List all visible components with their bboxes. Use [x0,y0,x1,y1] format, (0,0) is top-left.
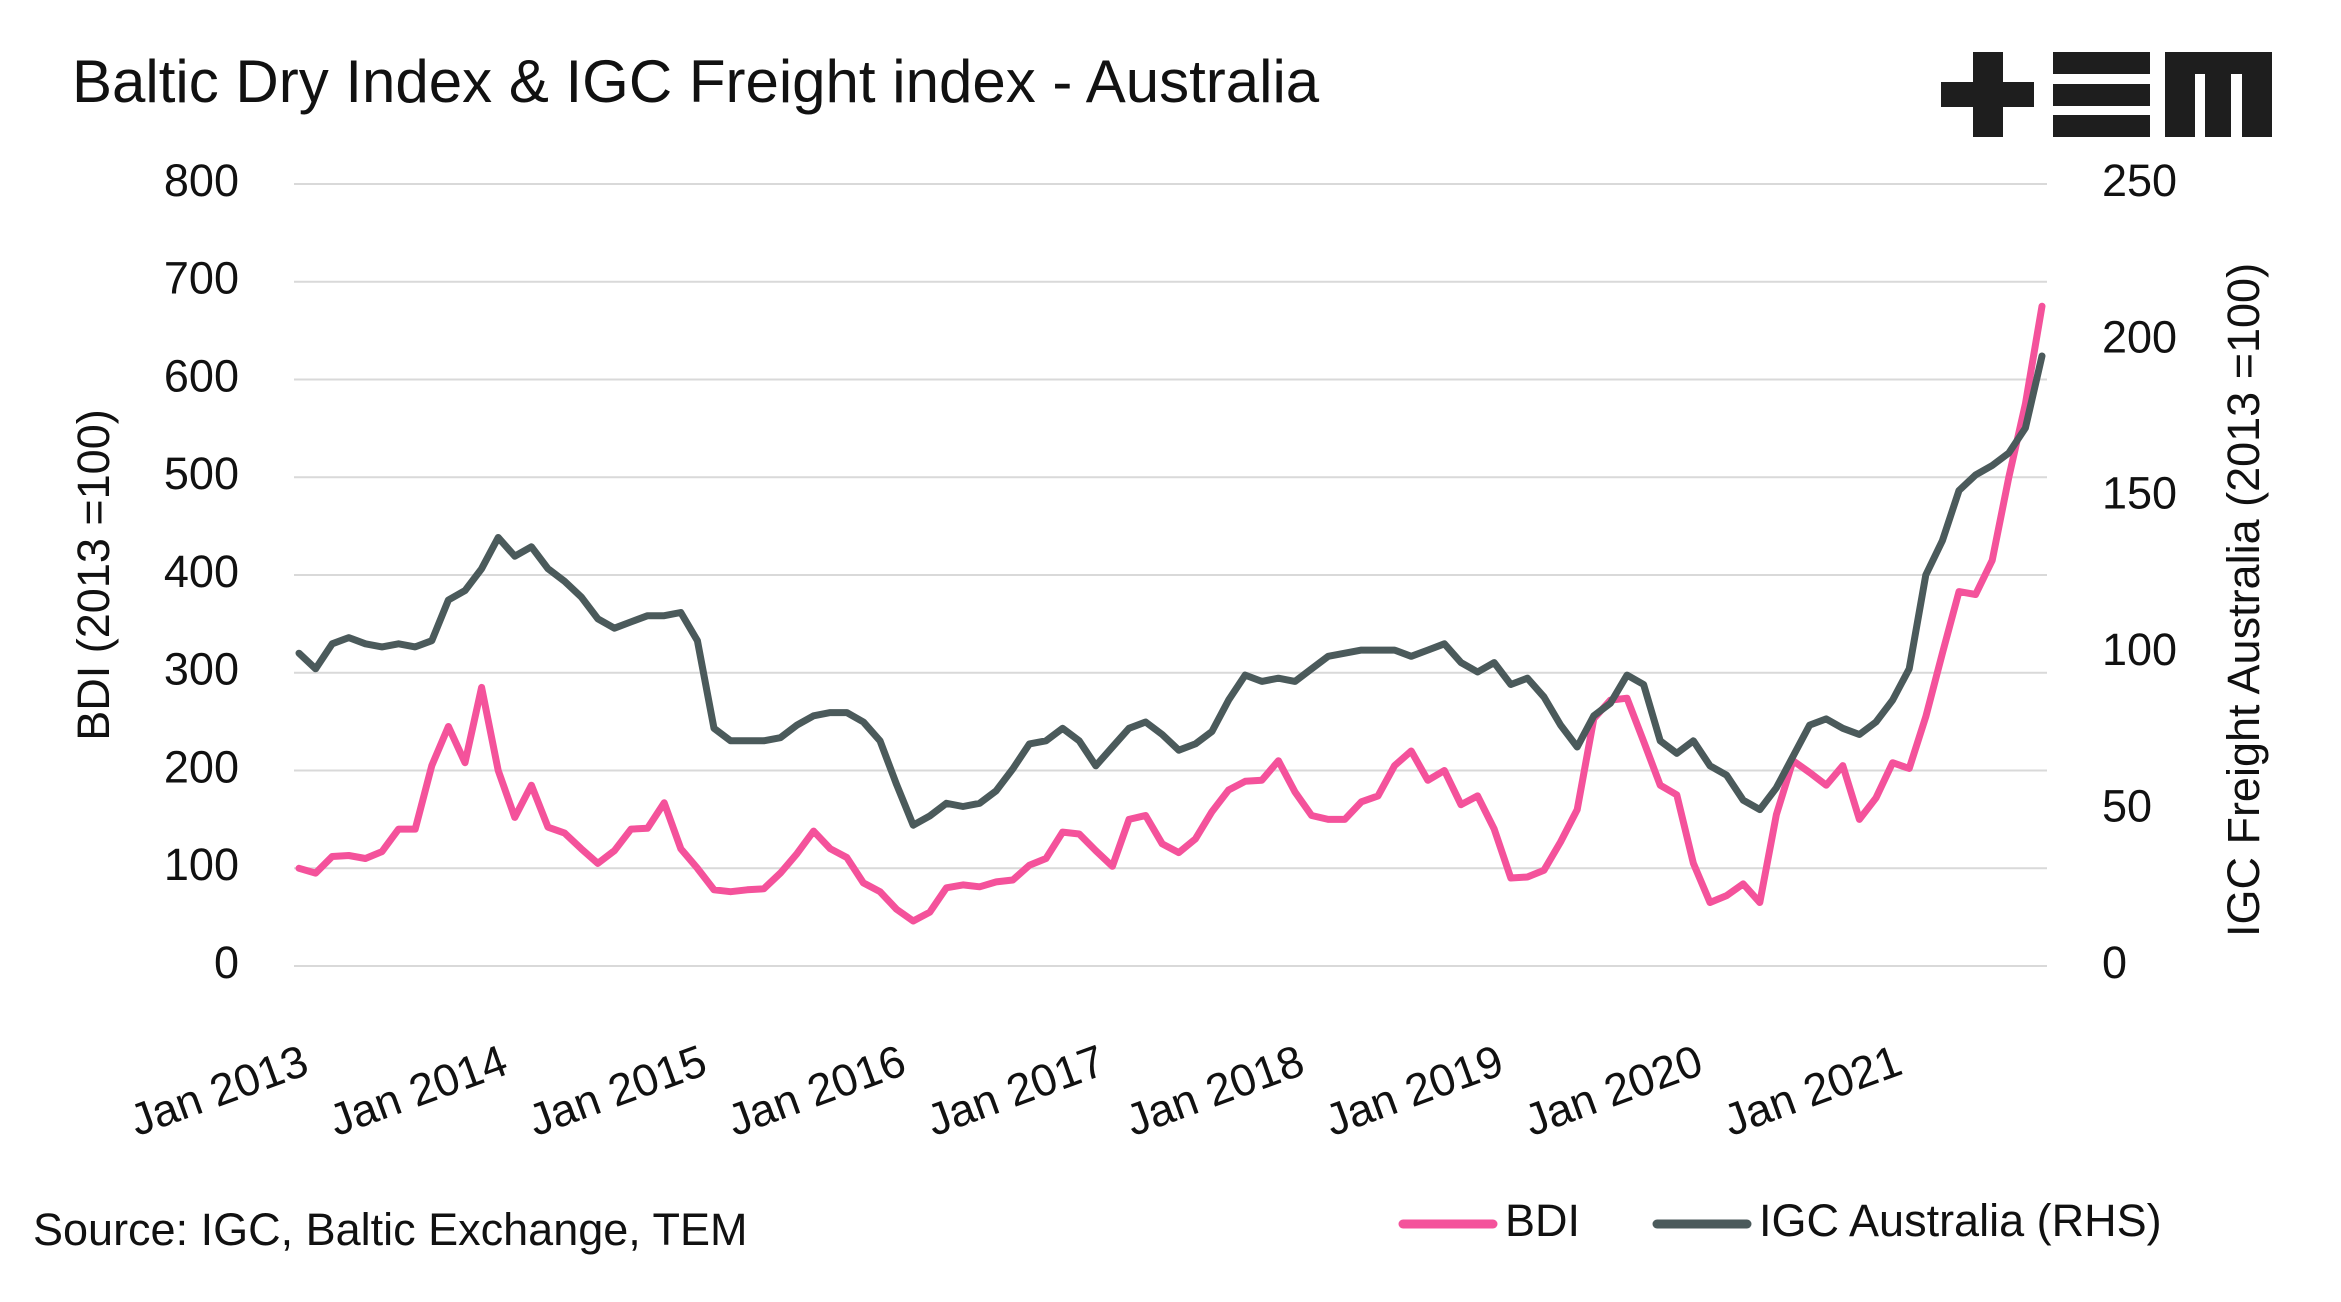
y-tick-label: 400 [164,546,239,597]
y-tick-label: 0 [214,937,239,988]
data-line [295,352,2046,829]
y-tick-label: 600 [164,350,239,401]
y-tick-label: 200 [164,741,239,792]
logo-part [2053,84,2150,106]
logo [1941,52,2272,137]
y2-tick-label: 200 [2102,311,2177,362]
y-tick-label: 500 [164,448,239,499]
y2-axis-title: IGC Freight Australia (2013 =100) [2218,263,2269,937]
y2-tick-label: 150 [2102,468,2177,519]
y2-tick-label: 50 [2102,780,2152,831]
logo-part [1941,82,2034,107]
y-tick-label: 700 [164,253,239,304]
y2-tick-label: 0 [2102,937,2127,988]
chart-title: Baltic Dry Index & IGC Freight index - A… [72,48,1320,115]
logo-part [2165,52,2195,137]
legend-label: IGC Australia (RHS) [1759,1195,2162,1246]
logo-part [2205,52,2231,137]
y-tick-label: 800 [164,155,239,206]
logo-part [2053,115,2150,137]
y-tick-label: 100 [164,839,239,890]
source-note: Source: IGC, Baltic Exchange, TEM [33,1204,747,1255]
legend-label: BDI [1505,1195,1580,1246]
logo-part [2242,52,2272,137]
y2-tick-label: 100 [2102,624,2177,675]
y2-tick-label: 250 [2102,155,2177,206]
logo-part [2053,52,2150,74]
data-line [295,302,2046,925]
y-tick-label: 300 [164,644,239,695]
y-axis-title: BDI (2013 =100) [68,409,119,740]
